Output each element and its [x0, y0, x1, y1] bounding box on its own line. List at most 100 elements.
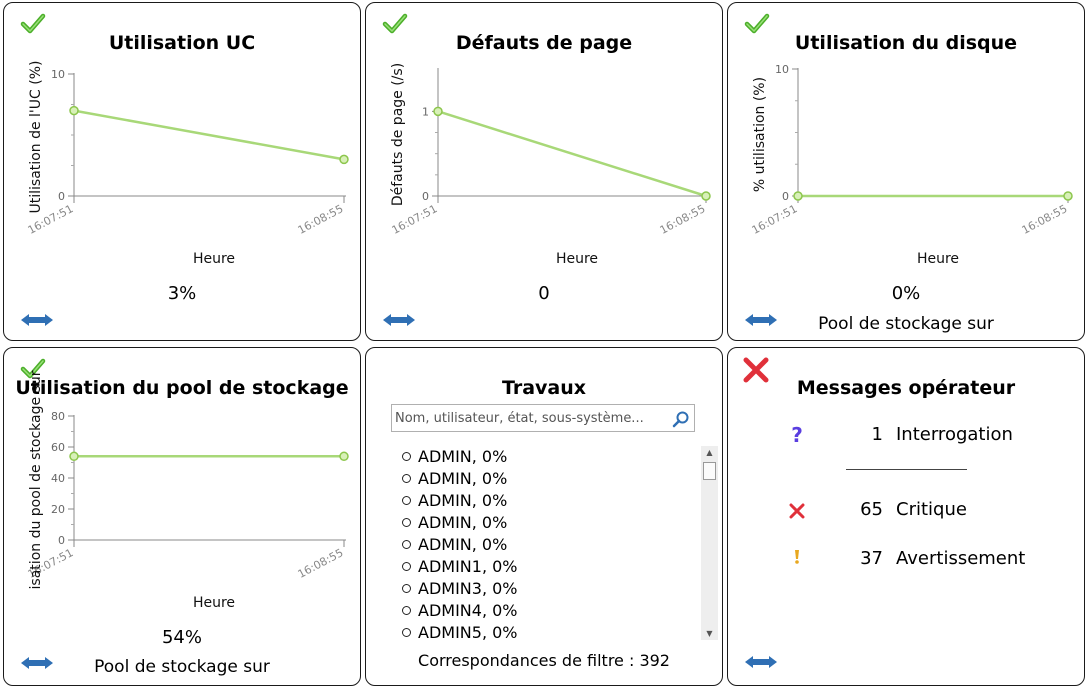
job-label: ADMIN, 0% — [418, 469, 508, 488]
x-tick-label: 16:08:55 — [296, 546, 346, 581]
job-label: ADMIN1, 0% — [418, 557, 518, 576]
warning-count: 37 — [860, 548, 883, 569]
y-tick-label: 40 — [51, 472, 65, 485]
storage-pool-subtitle: Pool de stockage sur — [818, 314, 994, 334]
job-list-item[interactable]: ADMIN, 0% — [394, 512, 700, 534]
cpu-value: 3% — [167, 283, 197, 304]
disk-value: 0% — [891, 283, 921, 304]
jobs-search-box — [391, 404, 695, 432]
check-icon — [382, 13, 408, 34]
message-row-inquiry[interactable]: ? 1 Interrogation — [788, 423, 1048, 447]
critical-label[interactable]: Critique — [896, 499, 967, 520]
cpu-panel: Utilisation UC 0 10 16:07:51 16:08:55 Heure U… — [3, 2, 361, 341]
y-tick-label: 0 — [58, 534, 65, 547]
warning-label[interactable]: Avertissement — [896, 548, 1026, 569]
scrollbar-thumb[interactable] — [703, 462, 716, 480]
separator-line — [846, 469, 967, 470]
disk-chart: 0 10 16:07:51 16:08:55 Heure % utilisation (%… — [750, 63, 1073, 267]
job-list-item[interactable]: ADMIN1, 0% — [394, 556, 700, 578]
double-arrow-icon[interactable] — [744, 655, 778, 669]
jobs-search-input[interactable] — [392, 405, 671, 431]
y-axis-label: Utilisation de l'UC (%) — [28, 61, 44, 214]
y-axis-label: isation du pool de stockage sur — [28, 370, 44, 589]
panel-title: Travaux — [501, 377, 587, 399]
job-list-item[interactable]: ADMIN, 0% — [394, 446, 700, 468]
x-tick-label: 16:07:51 — [390, 202, 440, 237]
warning-icon — [795, 550, 799, 564]
job-list-item[interactable]: ADMIN, 0% — [394, 468, 700, 490]
error-icon — [743, 357, 769, 383]
inquiry-label[interactable]: Interrogation — [896, 424, 1013, 445]
job-list-item[interactable]: ADMIN, 0% — [394, 534, 700, 556]
job-label: ADMIN3, 0% — [418, 579, 518, 598]
check-icon — [20, 13, 46, 34]
y-tick-label: 10 — [775, 63, 789, 76]
message-row-warning[interactable]: 37 Avertissement — [788, 547, 1048, 571]
x-tick-label: 16:08:55 — [658, 202, 708, 237]
bullet-icon — [402, 584, 411, 593]
pagefaults-panel: Défauts de page 0 1 16:07:51 16:08:55 Heure D… — [365, 2, 723, 341]
panel-title: Utilisation du disque — [794, 32, 1018, 54]
jobs-panel: Travaux ADMIN, 0%ADMIN, 0%ADMIN, 0%ADMIN… — [365, 347, 723, 686]
job-label: ADMIN, 0% — [418, 447, 508, 466]
scroll-up-icon[interactable]: ▲ — [706, 448, 713, 457]
y-tick-label: 80 — [51, 410, 65, 423]
panel-title: Utilisation UC — [108, 32, 256, 54]
panel-title: Utilisation du pool de stockage — [15, 377, 349, 399]
x-tick-label: 16:08:55 — [1020, 202, 1070, 237]
panel-title: Défauts de page — [455, 32, 633, 54]
x-tick-label: 16:08:55 — [296, 202, 346, 237]
double-arrow-icon[interactable] — [382, 313, 416, 327]
data-point — [69, 105, 79, 116]
messages-panel: Messages opérateur ? 1 Interrogation 65 … — [727, 347, 1085, 686]
job-list-item[interactable]: ADMIN3, 0% — [394, 578, 700, 600]
job-label: ADMIN, 0% — [418, 535, 508, 554]
bullet-icon — [402, 606, 411, 615]
series-line — [437, 110, 707, 198]
double-arrow-icon[interactable] — [744, 313, 778, 327]
y-tick-label: 20 — [51, 503, 65, 516]
y-axis-label: % utilisation (%) — [752, 77, 768, 192]
data-point — [339, 451, 349, 462]
job-list-item[interactable]: ADMIN5, 0% — [394, 622, 700, 640]
double-arrow-icon[interactable] — [20, 313, 54, 327]
question-icon: ? — [791, 423, 803, 447]
pagefaults-value: 0 — [538, 283, 550, 304]
critical-count: 65 — [860, 499, 883, 520]
pool-value: 54% — [161, 627, 202, 648]
storage-pool-subtitle: Pool de stockage sur — [94, 657, 270, 677]
bullet-icon — [402, 496, 411, 505]
bullet-icon — [402, 540, 411, 549]
series-line — [73, 109, 345, 161]
x-axis-label: Heure — [556, 251, 598, 267]
data-point — [433, 106, 443, 117]
scroll-down-icon[interactable]: ▼ — [706, 629, 713, 638]
check-icon — [744, 13, 770, 34]
magnifier-icon[interactable] — [672, 410, 690, 428]
job-label: ADMIN, 0% — [418, 491, 508, 510]
job-list-item[interactable]: ADMIN, 0% — [394, 490, 700, 512]
bullet-icon — [402, 562, 411, 571]
double-arrow-icon[interactable] — [20, 656, 54, 670]
job-list-item[interactable]: ADMIN4, 0% — [394, 600, 700, 622]
data-point — [701, 191, 711, 201]
y-tick-label: 0 — [782, 190, 789, 203]
message-row-critical[interactable]: 65 Critique — [788, 498, 1048, 522]
jobs-list: ADMIN, 0% ADMIN, 0% ADMIN, 0% ADMIN, 0% ADMI… — [394, 446, 700, 640]
job-label: ADMIN5, 0% — [418, 623, 518, 640]
data-point — [69, 451, 79, 462]
y-tick-label: 1 — [422, 105, 429, 118]
job-label: ADMIN, 0% — [418, 513, 508, 532]
bullet-icon — [402, 628, 411, 637]
x-axis-label: Heure — [193, 251, 235, 267]
jobs-scrollbar[interactable]: ▲ ▼ — [701, 446, 718, 640]
bullet-icon — [402, 518, 411, 527]
data-point — [793, 191, 803, 201]
x-tick-label: 16:07:51 — [750, 202, 800, 237]
filter-matches: Correspondances de filtre : 392 — [418, 651, 670, 670]
x-axis-label: Heure — [193, 595, 235, 611]
pagefaults-chart: 0 1 16:07:51 16:08:55 Heure Défauts de page (… — [390, 63, 711, 267]
panel-title: Messages opérateur — [796, 377, 1016, 399]
